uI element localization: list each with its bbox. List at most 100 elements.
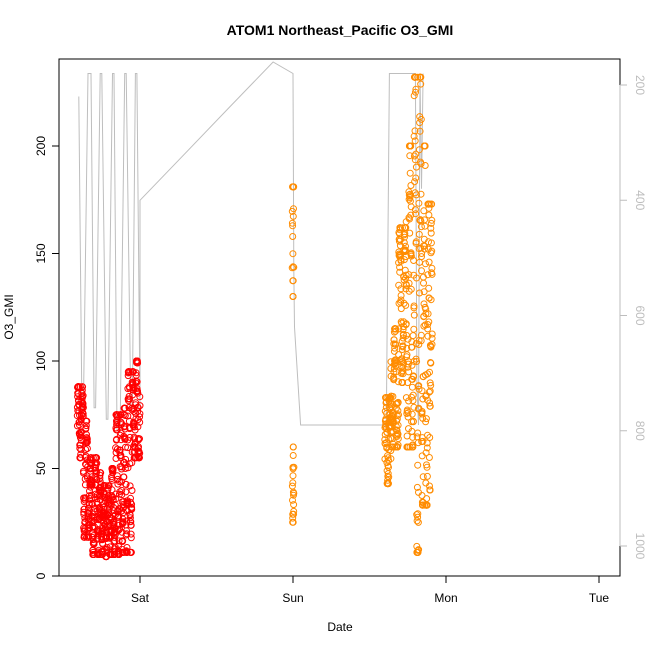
series-2-point [391,443,399,451]
series-2-point [410,311,418,319]
series-2-point [385,473,393,481]
series-1-point [124,464,132,472]
series-1-point [103,544,111,552]
series-1-point [127,521,135,529]
series-2-point [406,192,414,200]
series-1-point [82,422,90,430]
series-1-point [104,492,112,500]
series-2-point [410,302,418,310]
series-1-point [126,514,134,522]
series-2-point [290,489,298,497]
series-2-point [406,443,414,451]
series-2-point [425,388,433,396]
series-2-point [404,409,412,417]
series-2-point [402,271,410,279]
series-2-point [405,271,413,279]
series-2-point [428,334,436,342]
series-1-point [134,389,142,397]
series-2-point [412,85,420,93]
series-2-point [403,331,410,339]
secondary-line-layer [78,61,424,432]
series-2-point [402,301,410,309]
series-2-point [420,288,428,296]
series-2-point [424,370,432,378]
series-2-point [395,281,403,289]
series-2-point [425,294,433,302]
x-tick-label: Tue [589,591,610,605]
series-2-point [400,359,407,367]
series-1-point [89,454,97,462]
series-2-point [408,343,416,351]
series-1-point [102,482,110,490]
series-2-point [394,378,402,386]
series-1-point [127,548,135,556]
series-1-point [115,513,123,521]
series-2-point [407,249,415,257]
y2-tick-label: 400 [633,190,647,210]
series-2-point [384,394,392,402]
series-2-point [289,293,297,300]
series-2-point [422,310,430,318]
series-1-point [126,482,134,490]
series-2-point [401,266,409,274]
series-1-point [134,423,142,431]
series-2-point [389,393,397,400]
x-tick-label: Sun [282,591,303,605]
series-2-point [422,418,430,426]
series-2-point [414,73,422,81]
series-2-point [411,178,419,186]
series-1-point [110,520,118,528]
series-2-point [384,476,392,484]
series-1-point [123,548,131,556]
series-1-point [132,369,140,377]
series-1-point [128,500,136,508]
series-2-point [423,439,431,447]
series-2-point [390,368,398,376]
series-2-point [406,142,414,150]
series-2-point [411,127,419,135]
series-1-point [79,392,87,400]
series-2-point [427,224,435,232]
series-1-point [135,454,143,462]
series-2-point [410,373,417,381]
series-1-point [109,465,116,472]
series-1-point [117,451,125,459]
series-2-point [392,400,400,408]
series-2-point [421,501,429,509]
y-tick-label: 150 [34,243,48,263]
series-2-point [427,219,435,227]
series-1-point [79,400,87,408]
series-2-point [412,174,420,182]
series-2-point [428,270,436,278]
series-2-point [418,387,426,395]
secondary-line [78,61,424,432]
series-2-point [290,507,298,515]
series-2-point [289,212,297,220]
series-2-point [426,368,433,376]
series-2-point [383,459,391,466]
series-2-point [413,517,421,525]
series-1-point [118,465,126,473]
series-2-point [394,435,402,443]
series-1-point [106,513,114,521]
series-1-point [76,418,84,426]
series-2-point [426,379,434,387]
series-2-point [398,379,406,386]
series-1-point [96,469,104,477]
series-1-point [134,387,141,395]
series-2-point [415,382,423,390]
series-2-point [412,210,420,218]
series-2-point [289,452,297,459]
series-2-point [417,160,425,168]
series-1-point [79,412,87,420]
series-2-point [289,250,297,258]
series-2-point [394,407,402,415]
series-2-point [405,287,413,295]
series-1-point [115,478,123,486]
series-2-point [412,163,420,171]
series-1-point [136,418,144,426]
series-1-point [125,397,132,405]
series-1-point [88,481,96,489]
series-2-point [405,368,413,376]
